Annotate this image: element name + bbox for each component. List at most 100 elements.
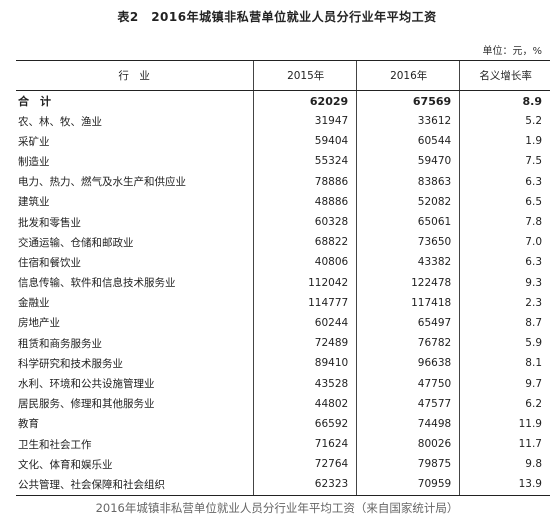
table-row: 电力、热力、燃气及水生产和供应业 78886 83863 6.3 (16, 171, 550, 192)
growth-rate-cell: 11.9 (459, 413, 550, 434)
table-row: 住宿和餐饮业 40806 43382 6.3 (16, 252, 550, 273)
wage-2015-cell: 60328 (253, 211, 357, 233)
wage-2016-cell: 73650 (356, 232, 460, 253)
wage-table: 行 业 2015年 2016年 名义增长率 合 计 62029 67569 8.9 农、… (16, 60, 550, 496)
wage-2015-cell: 40806 (253, 252, 357, 273)
header-2016: 2016年 (356, 60, 460, 91)
wage-2015-cell: 72489 (253, 333, 357, 354)
industry-cell: 信息传输、软件和信息技术服务业 (18, 277, 176, 290)
table-row: 公共管理、社会保障和社会组织 62323 70959 13.9 (16, 474, 550, 496)
growth-rate-cell: 7.0 (459, 232, 550, 253)
wage-2016-cell: 33612 (356, 111, 460, 132)
table-row: 批发和零售业 60328 65061 7.8 (16, 211, 550, 233)
growth-rate-cell: 13.9 (459, 474, 550, 496)
table-row: 居民服务、修理和其他服务业 44802 47577 6.2 (16, 393, 550, 414)
growth-rate-cell: 6.2 (459, 393, 550, 414)
growth-rate-cell: 6.3 (459, 171, 550, 192)
wage-2015-cell: 59404 (253, 131, 357, 152)
table-row: 建筑业 48886 52082 6.5 (16, 191, 550, 212)
wage-2015-cell: 68822 (253, 232, 357, 253)
table-row: 采矿业 59404 60544 1.9 (16, 131, 550, 152)
wage-2015-cell: 43528 (253, 373, 357, 394)
table-row: 房地产业 60244 65497 8.7 (16, 312, 550, 334)
wage-2015-cell: 112042 (253, 272, 357, 293)
table-body: 合 计 62029 67569 8.9 农、林、牧、渔业 31947 33612 5.2 采矿业… (16, 90, 550, 496)
growth-rate-cell: 9.3 (459, 272, 550, 293)
industry-cell: 制造业 (18, 155, 50, 168)
wage-2016-cell: 80026 (356, 434, 460, 455)
wage-2015-cell: 78886 (253, 171, 357, 192)
wage-2015-cell: 60244 (253, 312, 357, 334)
industry-cell: 农、林、牧、渔业 (18, 115, 102, 128)
growth-rate-cell: 2.3 (459, 292, 550, 313)
wage-2016-cell: 122478 (356, 272, 460, 293)
wage-2016-cell: 47577 (356, 393, 460, 414)
growth-rate-cell: 11.7 (459, 434, 550, 455)
wage-2016-cell: 76782 (356, 333, 460, 354)
wage-2015-cell: 72764 (253, 454, 357, 475)
wage-2015-cell: 44802 (253, 393, 357, 414)
table-row: 信息传输、软件和信息技术服务业 112042 122478 9.3 (16, 272, 550, 293)
industry-cell: 批发和零售业 (18, 216, 81, 229)
growth-rate-cell: 5.2 (459, 111, 550, 132)
table-row: 教育 66592 74498 11.9 (16, 413, 550, 434)
wage-2016-cell: 52082 (356, 191, 460, 212)
industry-cell: 居民服务、修理和其他服务业 (18, 398, 155, 411)
table-row: 金融业 114777 117418 2.3 (16, 292, 550, 313)
table-row: 水利、环境和公共设施管理业 43528 47750 9.7 (16, 373, 550, 394)
industry-cell: 水利、环境和公共设施管理业 (18, 378, 155, 391)
growth-rate-cell: 1.9 (459, 131, 550, 152)
header-2015: 2015年 (253, 60, 357, 91)
wage-2016-cell: 117418 (356, 292, 460, 313)
growth-rate-cell: 6.5 (459, 191, 550, 212)
header-growth: 名义增长率 (459, 60, 550, 91)
wage-2015-cell: 48886 (253, 191, 357, 212)
industry-cell: 采矿业 (18, 135, 50, 148)
wage-2016-cell: 47750 (356, 373, 460, 394)
image-caption: 2016年城镇非私营单位就业人员分行业年平均工资（来自国家统计局） (95, 501, 459, 515)
growth-rate-cell: 9.7 (459, 373, 550, 394)
wage-2016-cell: 60544 (356, 131, 460, 152)
table-row: 租赁和商务服务业 72489 76782 5.9 (16, 333, 550, 354)
total-row: 合 计 62029 67569 8.9 (16, 90, 550, 111)
industry-cell: 交通运输、仓储和邮政业 (18, 236, 134, 249)
industry-cell: 公共管理、社会保障和社会组织 (16, 474, 254, 496)
wage-2015-cell: 31947 (253, 111, 357, 132)
wage-2016-cell: 65061 (356, 211, 460, 233)
growth-rate-cell: 9.8 (459, 454, 550, 475)
table-row: 农、林、牧、渔业 31947 33612 5.2 (16, 111, 550, 132)
growth-rate-cell: 8.9 (459, 90, 550, 111)
growth-rate-cell: 7.8 (459, 211, 550, 233)
wage-2016-cell: 96638 (356, 353, 460, 374)
wage-2015-cell: 62323 (253, 474, 357, 496)
table-row: 制造业 55324 59470 7.5 (16, 151, 550, 172)
wage-2015-cell: 66592 (253, 413, 357, 434)
wage-2016-cell: 59470 (356, 151, 460, 172)
growth-rate-cell: 8.7 (459, 312, 550, 334)
industry-cell: 教育 (18, 418, 39, 431)
industry-cell: 租赁和商务服务业 (18, 337, 102, 350)
industry-cell: 文化、体育和娱乐业 (18, 458, 113, 471)
industry-cell: 房地产业 (18, 317, 60, 330)
table-row: 交通运输、仓储和邮政业 68822 73650 7.0 (16, 232, 550, 253)
unit-note: 单位：元，% (482, 46, 542, 57)
wage-2016-cell: 43382 (356, 252, 460, 273)
wage-2016-cell: 79875 (356, 454, 460, 475)
growth-rate-cell: 7.5 (459, 151, 550, 172)
growth-rate-cell: 5.9 (459, 333, 550, 354)
growth-rate-cell: 8.1 (459, 353, 550, 374)
industry-cell: 卫生和社会工作 (18, 438, 92, 451)
wage-2015-cell: 89410 (253, 353, 357, 374)
industry-cell: 科学研究和技术服务业 (18, 357, 123, 370)
wage-2016-cell: 70959 (356, 474, 460, 496)
header-row: 行 业 2015年 2016年 名义增长率 (16, 60, 550, 91)
header-industry: 行 业 (16, 60, 254, 91)
table-row: 卫生和社会工作 71624 80026 11.7 (16, 434, 550, 455)
wage-2015-cell: 62029 (253, 90, 357, 111)
growth-rate-cell: 6.3 (459, 252, 550, 273)
wage-2016-cell: 65497 (356, 312, 460, 334)
wage-2016-cell: 74498 (356, 413, 460, 434)
table-row: 文化、体育和娱乐业 72764 79875 9.8 (16, 454, 550, 475)
industry-cell: 合 计 (18, 95, 51, 108)
wage-2015-cell: 114777 (253, 292, 357, 313)
